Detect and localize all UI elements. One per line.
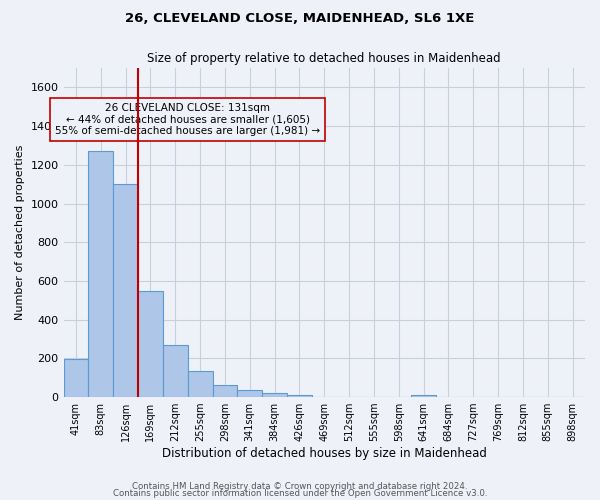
Y-axis label: Number of detached properties: Number of detached properties — [15, 145, 25, 320]
Bar — [163, 345, 188, 397]
Bar — [113, 184, 138, 397]
Bar — [88, 152, 113, 397]
Text: Contains HM Land Registry data © Crown copyright and database right 2024.: Contains HM Land Registry data © Crown c… — [132, 482, 468, 491]
Text: Contains public sector information licensed under the Open Government Licence v3: Contains public sector information licen… — [113, 490, 487, 498]
Bar — [262, 393, 287, 397]
Bar — [238, 390, 262, 397]
Bar — [411, 394, 436, 397]
Text: 26 CLEVELAND CLOSE: 131sqm
← 44% of detached houses are smaller (1,605)
55% of s: 26 CLEVELAND CLOSE: 131sqm ← 44% of deta… — [55, 103, 320, 136]
Bar — [212, 385, 238, 397]
Bar — [138, 290, 163, 397]
Title: Size of property relative to detached houses in Maidenhead: Size of property relative to detached ho… — [148, 52, 501, 66]
X-axis label: Distribution of detached houses by size in Maidenhead: Distribution of detached houses by size … — [162, 447, 487, 460]
Text: 26, CLEVELAND CLOSE, MAIDENHEAD, SL6 1XE: 26, CLEVELAND CLOSE, MAIDENHEAD, SL6 1XE — [125, 12, 475, 26]
Bar — [188, 371, 212, 397]
Bar — [287, 394, 312, 397]
Bar — [64, 359, 88, 397]
